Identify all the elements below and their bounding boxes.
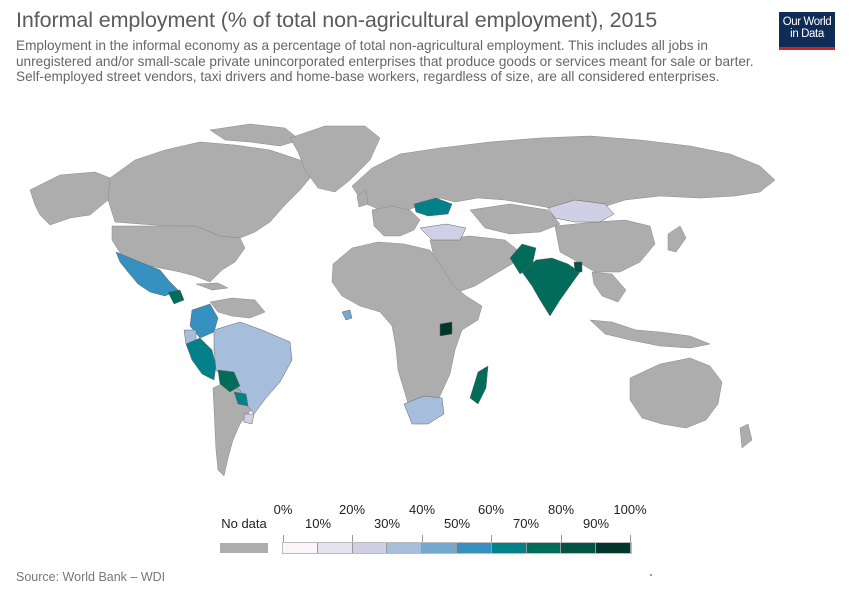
region-venezuela-guianas[interactable] (209, 297, 266, 319)
legend-tick (561, 535, 562, 543)
region-uk[interactable] (356, 189, 369, 208)
region-madagascar[interactable] (469, 365, 489, 405)
region-alaska[interactable] (29, 171, 111, 226)
region-china[interactable] (554, 219, 656, 273)
source-link[interactable]: Source: World Bank – WDI (16, 570, 166, 584)
legend-bin-10-20[interactable] (317, 543, 353, 553)
region-uganda[interactable] (439, 321, 453, 337)
region-japan[interactable] (667, 225, 687, 253)
legend-label-90: 90% (582, 516, 610, 531)
legend-label-80: 80% (547, 502, 575, 517)
region-indonesia[interactable] (589, 319, 711, 349)
legend-color-bins (282, 542, 632, 554)
region-peru[interactable] (185, 337, 217, 381)
legend-tick (630, 535, 631, 543)
logo-line-1: Our World (782, 16, 832, 28)
footer-dot (650, 574, 652, 576)
region-south-africa[interactable] (403, 395, 445, 425)
region-southeast-asia[interactable] (591, 271, 627, 303)
legend-bin-90-100[interactable] (596, 543, 631, 553)
region-canada[interactable] (107, 141, 316, 239)
region-greenland[interactable] (289, 125, 381, 193)
region-mexico[interactable] (115, 251, 179, 297)
legend-bin-40-50[interactable] (422, 543, 457, 553)
region-bolivia[interactable] (217, 369, 241, 393)
region-ukraine[interactable] (413, 197, 453, 217)
region-australia[interactable] (629, 357, 723, 429)
legend-label-30: 30% (373, 516, 401, 531)
region-europe-russia[interactable] (351, 135, 776, 213)
region-liberia[interactable] (341, 309, 353, 321)
region-new-zealand[interactable] (739, 423, 753, 449)
legend-bin-0-10[interactable] (283, 543, 318, 553)
world-map[interactable] (0, 120, 850, 490)
region-paraguay[interactable] (233, 391, 249, 407)
region-western-europe[interactable] (371, 205, 421, 237)
legend-label-0: 0% (273, 502, 293, 517)
legend-tick (283, 535, 284, 543)
region-uruguay[interactable] (243, 413, 255, 425)
legend-label-20: 20% (338, 502, 366, 517)
chart-subtitle: Employment in the informal economy as a … (16, 38, 754, 84)
legend-label-70: 70% (512, 516, 540, 531)
region-mongolia[interactable] (547, 199, 615, 223)
region-guatemala[interactable] (167, 289, 185, 305)
legend-label-40: 40% (408, 502, 436, 517)
legend-tick (491, 535, 492, 543)
region-india[interactable] (521, 257, 581, 317)
legend-label-60: 60% (477, 502, 505, 517)
logo-line-2: in Data (790, 28, 824, 40)
legend-bin-30-40[interactable] (387, 543, 423, 553)
logo-accent-bar (779, 47, 835, 50)
region-brazil[interactable] (213, 321, 293, 415)
legend-tick (422, 535, 423, 543)
region-turkey[interactable] (419, 223, 467, 241)
owid-logo[interactable]: Our World in Data (779, 12, 835, 50)
legend-bin-20-30[interactable] (352, 543, 388, 553)
chart-title: Informal employment (% of total non-agri… (16, 8, 658, 32)
no-data-label: No data (221, 516, 267, 531)
legend-bin-60-70[interactable] (491, 543, 527, 553)
legend-bin-80-90[interactable] (561, 543, 597, 553)
legend-label-100: 100% (613, 502, 647, 517)
region-cuba[interactable] (195, 282, 229, 291)
region-kazakhstan[interactable] (469, 203, 561, 235)
no-data-swatch (220, 543, 268, 553)
legend-bin-70-80[interactable] (526, 543, 562, 553)
legend-tick (352, 535, 353, 543)
legend-label-50: 50% (443, 516, 471, 531)
region-bangladesh[interactable] (573, 261, 583, 273)
legend-bin-50-60[interactable] (456, 543, 492, 553)
color-legend: No data 0% 20% 40% 60% 80% 100% 10% 30% … (0, 495, 850, 565)
region-canada-islands[interactable] (209, 123, 301, 147)
region-africa[interactable] (331, 241, 483, 421)
legend-label-10: 10% (304, 516, 332, 531)
